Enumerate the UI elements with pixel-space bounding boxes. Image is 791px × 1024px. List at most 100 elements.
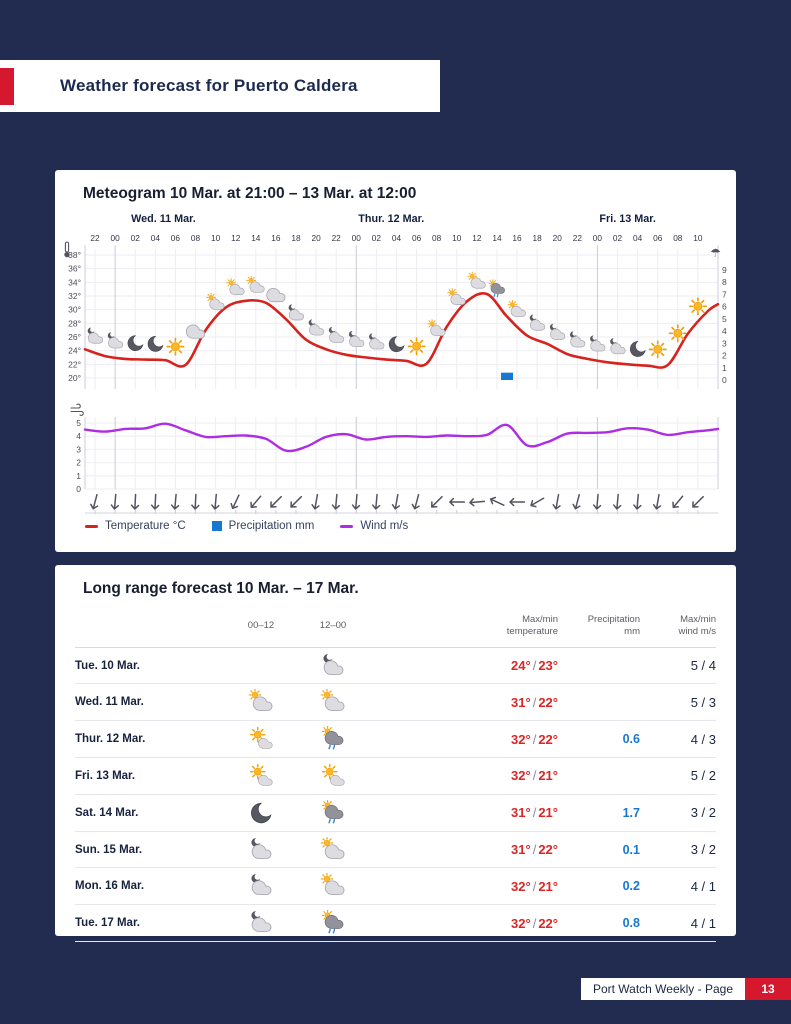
- axis-labels: 38° 36° 34° 32° 30° 28° 26° 24° 22° 20° 9 8 7 6 5 4 3 2 1 0…: [68, 250, 727, 494]
- wind-arrow: [250, 495, 262, 509]
- hour-labels: 22 00 02 04 06 08 10 12 14 16 18 20 22 00 02 04 06 08 10 12…: [90, 233, 702, 243]
- legend-swatch: [211, 521, 222, 531]
- hour-label: 04: [392, 233, 402, 243]
- wind-arrow: [311, 493, 320, 510]
- weather-icon-fairday: [320, 763, 346, 789]
- temperature-cell: 31°/21°: [448, 805, 558, 820]
- temp-slash: /: [532, 658, 537, 674]
- wind-arrow: [371, 493, 381, 510]
- wind-arrow: [191, 493, 200, 510]
- precip-axis-label: 3: [722, 338, 727, 348]
- temp-axis-label: 28°: [68, 318, 81, 328]
- precip-axis-label: 8: [722, 277, 727, 287]
- weather-icon-fairday: [248, 726, 274, 752]
- hour-label: 06: [653, 233, 663, 243]
- header-line: mm: [624, 626, 640, 638]
- wind-arrow: [230, 494, 240, 510]
- wind-arrow: [613, 493, 622, 510]
- temperature-curve: [83, 292, 720, 369]
- day-label: Wed. 11 Mar.: [131, 213, 196, 225]
- temp-slash: /: [532, 915, 537, 931]
- weather-icon-rainsuncloud: [320, 800, 346, 826]
- wind-axis-label: 3: [76, 444, 81, 454]
- row-date: Tue. 10 Mar.: [75, 659, 140, 672]
- wind-line: [83, 422, 720, 453]
- weather-icon-cloudmoon: [248, 873, 274, 899]
- hour-label: 02: [131, 233, 141, 243]
- temp-min: 21°: [538, 878, 558, 894]
- forecast-row: Sat. 14 Mar. 31°/21° 1.7 3 / 2: [75, 795, 716, 832]
- wind-cell: 5 / 2: [690, 768, 716, 784]
- temp-min: 22°: [538, 915, 558, 931]
- temp-min: 22°: [538, 694, 558, 710]
- temp-min: 21°: [538, 768, 558, 784]
- temp-axis-label: 38°: [68, 250, 81, 260]
- meteogram-chart: Wed. 11 Mar. Thur. 12 Mar. Fri. 13 Mar.22 0…: [64, 213, 727, 514]
- wind-arrow: [672, 495, 684, 509]
- weather-icon-cloud: [185, 324, 206, 339]
- hour-label: 14: [251, 233, 261, 243]
- precipitation-cell: 0.6: [622, 732, 640, 747]
- wind-arrow: [489, 496, 505, 506]
- legend-item: Wind m/s: [340, 520, 408, 532]
- icon-cell-12-00: [297, 873, 369, 899]
- weather-icon-cloudmoon: [248, 837, 274, 863]
- weather-icon-sun: [407, 337, 426, 356]
- wind-arrow: [592, 493, 602, 510]
- hour-label: 16: [512, 233, 522, 243]
- wind-cell: 3 / 2: [690, 842, 716, 858]
- forecast-row: Tue. 10 Mar. 24°/23° 5 / 4: [75, 648, 716, 685]
- hour-label: 20: [311, 233, 321, 243]
- wind-curve: [83, 422, 720, 453]
- wind-arrow: [150, 493, 160, 510]
- wind-arrow: [351, 493, 361, 510]
- weather-icon-sun: [648, 340, 667, 359]
- temp-slash: /: [532, 731, 537, 747]
- grid: [84, 245, 719, 514]
- hour-label: 06: [412, 233, 422, 243]
- precip-axis-label: 7: [722, 289, 727, 299]
- wind-cell: 5 / 4: [690, 658, 716, 674]
- wind-arrow: [270, 495, 282, 508]
- icon-cell-12-00: [297, 726, 369, 752]
- temp-slash: /: [532, 842, 537, 858]
- temperature-cell: 32°/22°: [448, 732, 558, 747]
- row-date: Mon. 16 Mar.: [75, 880, 145, 893]
- hour-label: 10: [693, 233, 703, 243]
- weather-icon-rainsuncloud: [320, 726, 346, 752]
- hour-label: 22: [573, 233, 583, 243]
- hour-label: 18: [533, 233, 543, 243]
- precip-axis-label: 5: [722, 314, 727, 324]
- precip-bar: [501, 372, 513, 380]
- wind-arrow: [633, 493, 642, 510]
- longrange-title: Long range forecast 10 Mar. – 17 Mar.: [83, 580, 359, 597]
- precip-axis-label: 6: [722, 302, 727, 312]
- wind-axis-label: 2: [76, 458, 81, 468]
- wind-arrow: [572, 494, 581, 510]
- hour-label: 22: [332, 233, 342, 243]
- temperature-cell: 32°/21°: [448, 879, 558, 894]
- temp-max: 31°: [511, 842, 531, 858]
- wind-arrow: [411, 494, 420, 510]
- weather-icon-sun: [668, 324, 687, 343]
- hour-label: 08: [191, 233, 201, 243]
- day-label: Thur. 12 Mar.: [358, 213, 424, 225]
- temp-axis-label: 34°: [68, 277, 81, 287]
- icon-cell-12-00: [297, 837, 369, 863]
- column-header-precipitation: Precipitation mm: [558, 614, 640, 639]
- wind-arrow: [331, 493, 341, 510]
- temperature-cell: 31°/22°: [448, 842, 558, 857]
- hour-label: 08: [432, 233, 442, 243]
- hour-label: 10: [211, 233, 221, 243]
- forecast-row: Tue. 17 Mar. 32°/22° 0.8 4 / 1: [75, 905, 716, 943]
- temp-slash: /: [532, 768, 537, 784]
- chart-legend: Temperature °C Precipitation mm Wind m/s: [85, 520, 736, 532]
- wind-axis-label: 5: [76, 418, 81, 428]
- forecast-table: 00–12 12–00 Max/min temperature Precipitatio…: [75, 610, 716, 943]
- header-line: Max/min: [680, 614, 716, 625]
- row-date: Fri. 13 Mar.: [75, 769, 136, 782]
- temperature-cell: 31°/22°: [448, 695, 558, 710]
- footer: Port Watch Weekly - Page 13: [580, 978, 791, 1000]
- header-card: [0, 60, 440, 112]
